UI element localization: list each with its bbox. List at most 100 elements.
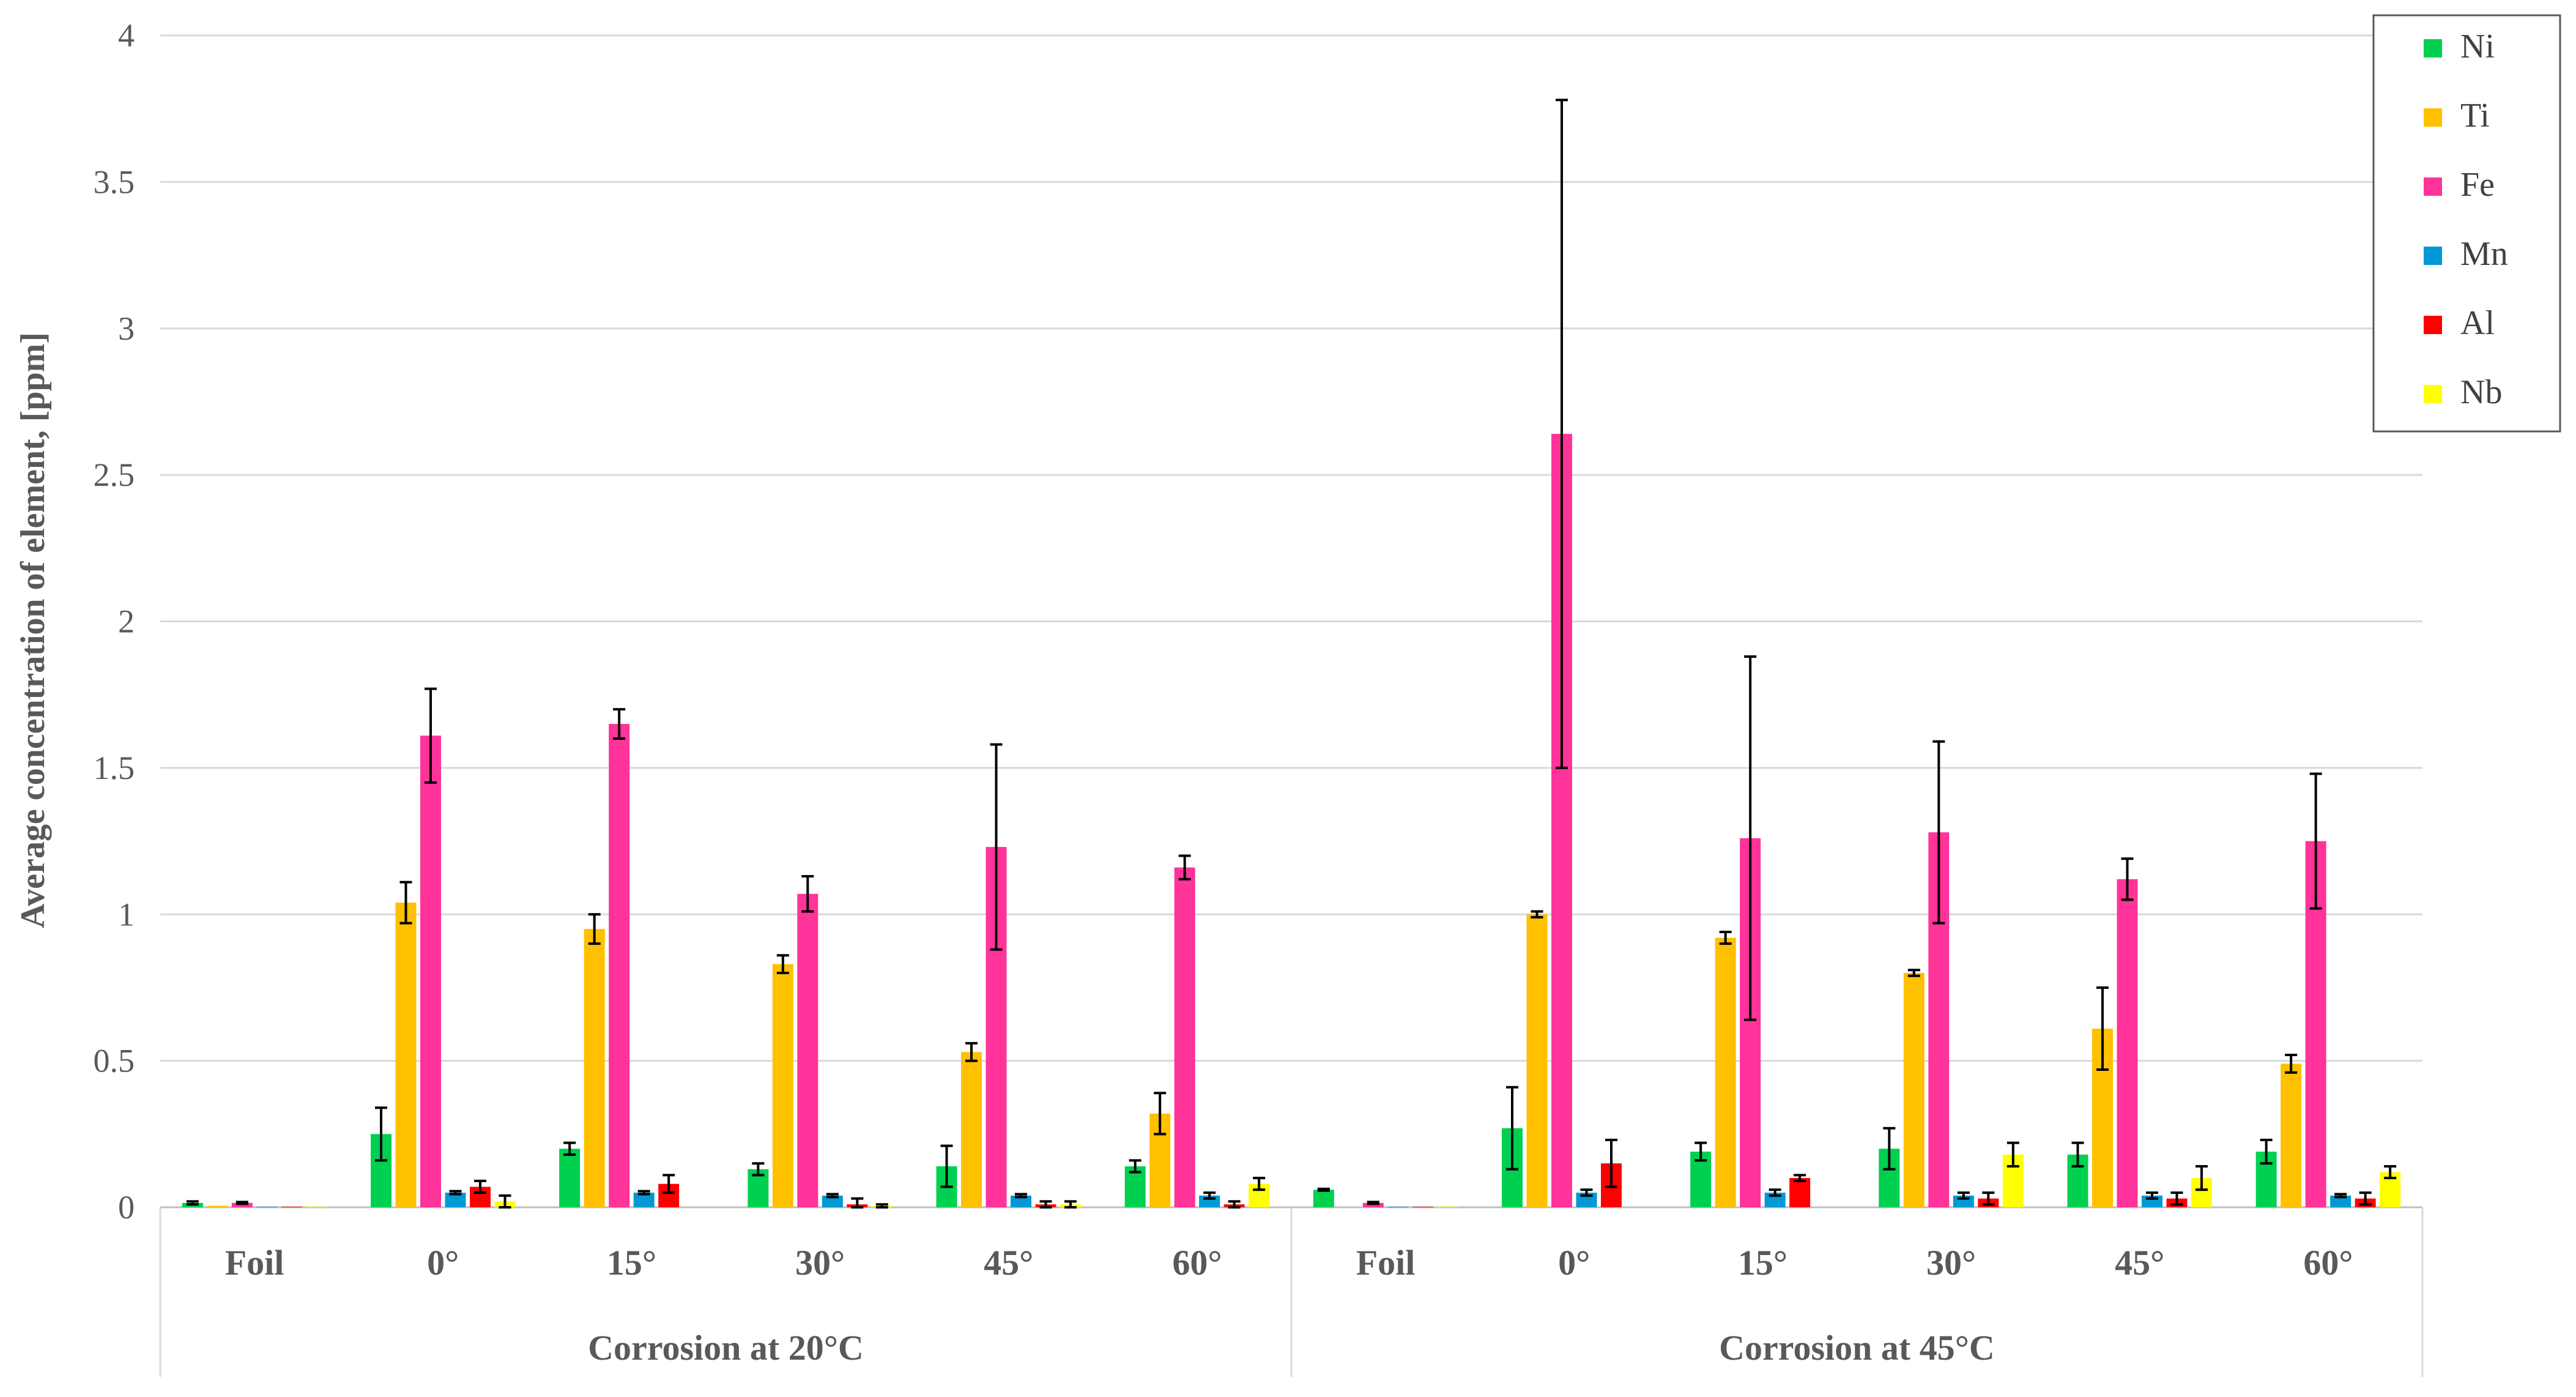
error-bar — [1769, 1188, 1781, 1197]
error-bar — [563, 1141, 576, 1156]
error-bar — [1531, 910, 1543, 919]
group-label: Corrosion at 20°C — [588, 1328, 864, 1368]
bar-ti — [1715, 937, 1736, 1207]
category-label: 0° — [1558, 1243, 1590, 1283]
bar-ti — [2281, 1064, 2302, 1207]
error-bar — [801, 875, 814, 913]
error-bar — [1907, 969, 1920, 977]
bar-fe — [609, 724, 630, 1207]
y-tick-label: 3.5 — [94, 163, 135, 200]
error-bar — [1064, 1200, 1077, 1209]
category-label: 30° — [795, 1243, 845, 1283]
bar-mn — [1011, 1195, 1031, 1207]
legend-label: Ti — [2460, 97, 2490, 135]
category-label: 60° — [2303, 1243, 2353, 1283]
category-label: 30° — [1926, 1243, 1976, 1283]
error-bar — [990, 743, 1003, 951]
error-bar — [776, 954, 789, 974]
error-bar — [851, 1197, 864, 1209]
error-bar — [637, 1190, 650, 1196]
category-label: 60° — [1172, 1243, 1222, 1283]
y-tick-label: 0 — [118, 1189, 135, 1226]
error-bar — [1982, 1191, 1995, 1206]
error-bar — [1694, 1141, 1707, 1162]
error-bar — [1883, 1127, 1896, 1171]
error-bar — [663, 1174, 675, 1194]
legend-label: Al — [2460, 304, 2495, 342]
bar-al — [1789, 1178, 1811, 1207]
error-bar — [752, 1162, 765, 1177]
error-bar — [186, 1200, 199, 1206]
bar-fe — [2117, 879, 2138, 1207]
category-label: 45° — [984, 1243, 1033, 1283]
error-bar — [1253, 1177, 1266, 1191]
error-bar — [1957, 1191, 1970, 1200]
error-bar — [375, 1106, 387, 1162]
bar-ti — [1526, 914, 1548, 1207]
group-label: Corrosion at 45°C — [1719, 1328, 1995, 1368]
error-bar — [449, 1190, 462, 1196]
error-bar — [1039, 1200, 1052, 1209]
bar-ni — [1313, 1190, 1334, 1207]
error-bar — [2096, 986, 2109, 1071]
legend-swatch-ti — [2424, 108, 2442, 127]
legend-label: Nb — [2460, 373, 2502, 411]
error-bar — [474, 1179, 486, 1194]
error-bar — [1178, 854, 1191, 881]
error-bar — [2285, 1054, 2298, 1074]
error-bar — [1794, 1174, 1806, 1182]
error-bar — [499, 1194, 511, 1209]
bar-fe — [231, 1202, 253, 1207]
error-bar — [2196, 1164, 2208, 1191]
error-bar — [940, 1144, 953, 1188]
legend-swatch-fe — [2424, 177, 2442, 196]
gridlines — [160, 34, 2422, 1209]
y-tick-label: 3 — [118, 310, 135, 347]
error-bar — [2384, 1164, 2397, 1180]
error-bar — [2359, 1191, 2372, 1206]
bar-fe — [1174, 867, 1195, 1207]
error-bar — [399, 881, 412, 925]
legend-label: Ni — [2460, 28, 2495, 65]
error-bar — [2006, 1141, 2019, 1168]
bars-layer — [182, 434, 2401, 1207]
y-tick-label: 1 — [118, 896, 135, 933]
error-bar — [425, 687, 437, 784]
legend-label: Fe — [2460, 166, 2495, 204]
error-bar — [1744, 655, 1757, 1021]
bar-ti — [772, 964, 793, 1207]
error-bar — [1506, 1086, 1518, 1171]
y-tick-label: 1.5 — [94, 750, 135, 786]
bar-ni — [559, 1149, 581, 1207]
y-tick-label: 2 — [118, 603, 135, 640]
error-bars-layer — [186, 99, 2397, 1209]
error-bar — [1015, 1193, 1027, 1199]
bar-mn — [445, 1193, 466, 1207]
legend-swatch-al — [2424, 316, 2442, 334]
legend-box — [2372, 14, 2561, 433]
error-bar — [2334, 1193, 2347, 1199]
error-bar — [1367, 1201, 1379, 1205]
error-bar — [1203, 1191, 1216, 1200]
legend-swatch-ni — [2424, 39, 2442, 58]
error-bar — [236, 1201, 248, 1205]
error-bar — [875, 1203, 888, 1209]
error-bar — [1129, 1159, 1141, 1174]
bar-ti — [1903, 973, 1925, 1207]
category-label: Foil — [225, 1243, 284, 1283]
error-bar — [1580, 1188, 1593, 1197]
error-bar — [2309, 772, 2322, 910]
bar-fe — [797, 893, 818, 1207]
bar-mn — [822, 1195, 843, 1207]
error-bar — [2146, 1191, 2158, 1200]
bar-fe — [1362, 1202, 1384, 1207]
category-label: 45° — [2115, 1243, 2164, 1283]
bar-ti — [395, 903, 417, 1207]
category-label: 0° — [427, 1243, 459, 1283]
bar-ti — [584, 929, 605, 1207]
category-label: 15° — [1738, 1243, 1787, 1283]
legend-label: Mn — [2460, 235, 2508, 273]
legend: Ni Ti Fe Mn Al Nb — [2372, 14, 2561, 433]
error-bar — [1719, 930, 1732, 945]
y-axis-title: Average concentration of element, [ppm] — [14, 332, 52, 928]
